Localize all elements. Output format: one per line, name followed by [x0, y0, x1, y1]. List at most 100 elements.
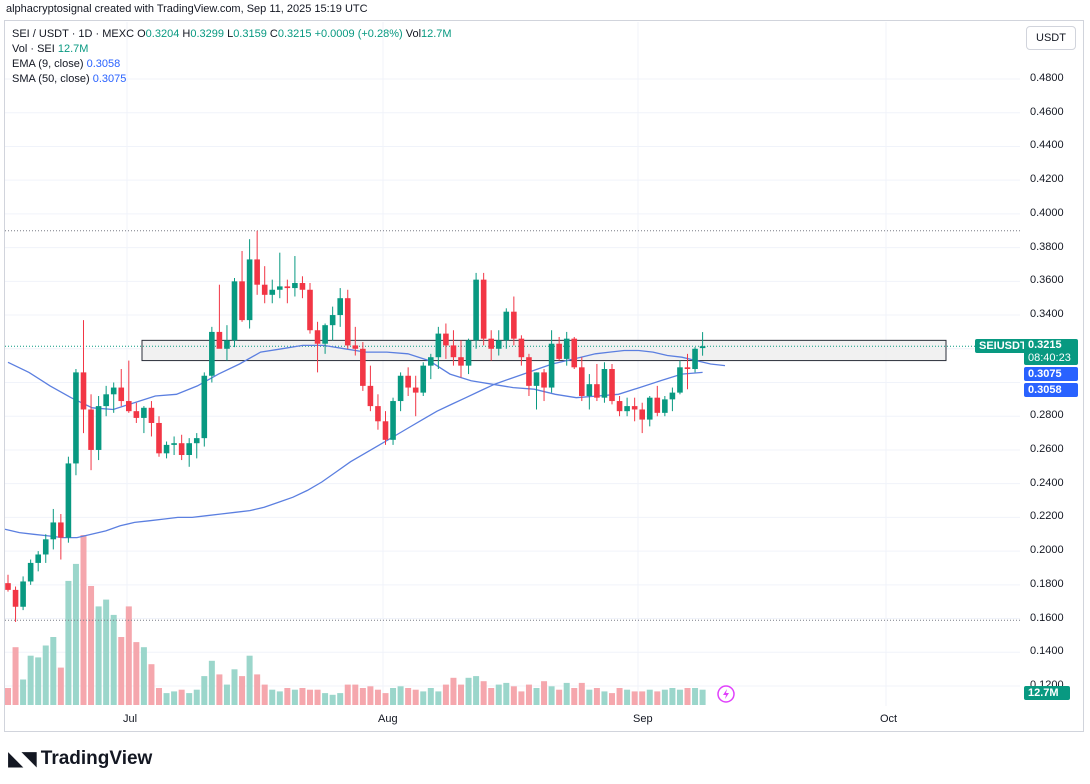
- chart-credit: alphacryptosignal created with TradingVi…: [6, 3, 368, 15]
- candle-body: [12, 589, 19, 607]
- volume-bar: [639, 691, 646, 705]
- alert-bolt-glyph: [723, 689, 729, 699]
- volume-bar: [669, 688, 676, 705]
- candle: [5, 574, 11, 592]
- volume-bar: [307, 689, 313, 705]
- volume-bar: [299, 688, 306, 705]
- candle-body: [42, 539, 49, 555]
- volume-bar: [125, 606, 132, 705]
- candle: [42, 534, 49, 563]
- candle-body: [269, 289, 276, 295]
- price-axis-label: 0.1400: [1030, 645, 1064, 658]
- tradingview-logo-icon: ◣◥: [8, 748, 37, 770]
- legend-sma-label: SMA (50, close): [12, 73, 90, 85]
- candle: [579, 357, 585, 402]
- volume-bar: [246, 655, 253, 705]
- candle: [601, 362, 608, 403]
- price-axis-label: 0.2800: [1030, 409, 1064, 422]
- candle-body: [344, 298, 351, 346]
- volume-bar: [646, 689, 653, 705]
- volume-bar: [465, 677, 472, 705]
- price-axis-label: 0.1600: [1030, 611, 1064, 624]
- candle-body: [556, 343, 562, 359]
- volume-bar: [533, 688, 540, 705]
- volume-bar: [103, 599, 110, 705]
- candle-body: [692, 348, 698, 370]
- tradingview-logo[interactable]: ◣◥ TradingView: [8, 746, 152, 771]
- volume-bar: [692, 688, 699, 705]
- volume-bar: [269, 689, 276, 705]
- candle: [571, 336, 578, 370]
- candle: [329, 306, 336, 341]
- candle-body: [616, 401, 623, 412]
- volume-bar: [654, 691, 661, 705]
- legend-change: +0.0009 (+0.28%): [314, 28, 403, 40]
- volume-bar: [208, 660, 215, 705]
- volume-bar: [563, 682, 570, 705]
- candle-body: [314, 330, 321, 344]
- legend-vol: 12.7M: [421, 28, 452, 40]
- candle-body: [148, 407, 155, 423]
- candle-body: [65, 463, 72, 538]
- candle: [269, 279, 276, 304]
- volume-bar: [435, 691, 442, 705]
- volume-bar: [110, 614, 117, 705]
- symbol-tag: SEIUSDT: [975, 339, 1031, 353]
- legend-ema-value: 0.3058: [86, 58, 121, 70]
- volume-bar: [405, 688, 412, 705]
- volume-bar: [412, 689, 419, 705]
- volume-bar: [631, 691, 638, 705]
- candle-body: [526, 357, 532, 386]
- candle-body: [35, 554, 41, 563]
- time-axis-oct: Oct: [880, 713, 898, 725]
- candle-body: [231, 281, 238, 341]
- candle: [156, 416, 162, 457]
- overlay: [717, 685, 735, 703]
- candle: [397, 372, 404, 412]
- volume-bar: [35, 657, 42, 705]
- volume-bar: [20, 679, 27, 705]
- candle: [209, 326, 215, 383]
- candle: [662, 395, 668, 417]
- volume-bar: [593, 688, 600, 705]
- volume-bar: [12, 647, 19, 705]
- candle-body: [277, 286, 283, 290]
- volume-bar: [541, 681, 548, 705]
- candle-body: [322, 325, 328, 344]
- legend-sma-row[interactable]: SMA (50, close) 0.3075: [12, 72, 126, 87]
- candle-body: [307, 289, 313, 331]
- legend-vol-indicator-value: 12.7M: [57, 43, 89, 55]
- candle: [284, 279, 291, 304]
- candle-body: [95, 406, 102, 450]
- volume-bar: [359, 688, 366, 705]
- candle: [141, 406, 147, 434]
- legend-volume-row[interactable]: Vol · SEI 12.7M: [12, 42, 88, 57]
- candle-body: [209, 331, 215, 376]
- candle-body: [390, 401, 396, 440]
- volume-bar: [548, 686, 555, 705]
- sma-50-line: [4, 349, 726, 539]
- candle-body: [58, 522, 64, 538]
- volume-bar: [314, 689, 321, 705]
- candle-body: [141, 407, 147, 418]
- candle: [171, 436, 177, 456]
- sma-price-tag: 0.3075: [1024, 367, 1078, 381]
- candle: [473, 272, 479, 349]
- volume-bar: [624, 689, 631, 705]
- candle: [224, 325, 230, 361]
- candle-body: [216, 331, 223, 349]
- candle: [480, 272, 487, 346]
- currency-button[interactable]: USDT: [1026, 26, 1076, 50]
- volume-bar: [65, 580, 72, 705]
- price-axis-label: 0.1800: [1030, 577, 1064, 590]
- drawing-layer: [5, 230, 1020, 621]
- volume-bar: [344, 684, 351, 705]
- legend-ema-row[interactable]: EMA (9, close) 0.3058: [12, 57, 120, 72]
- volume-bar: [699, 689, 706, 705]
- candle: [669, 387, 676, 412]
- volume-bar: [118, 637, 125, 705]
- candle: [654, 385, 661, 417]
- candle: [586, 374, 593, 410]
- candle: [684, 353, 691, 390]
